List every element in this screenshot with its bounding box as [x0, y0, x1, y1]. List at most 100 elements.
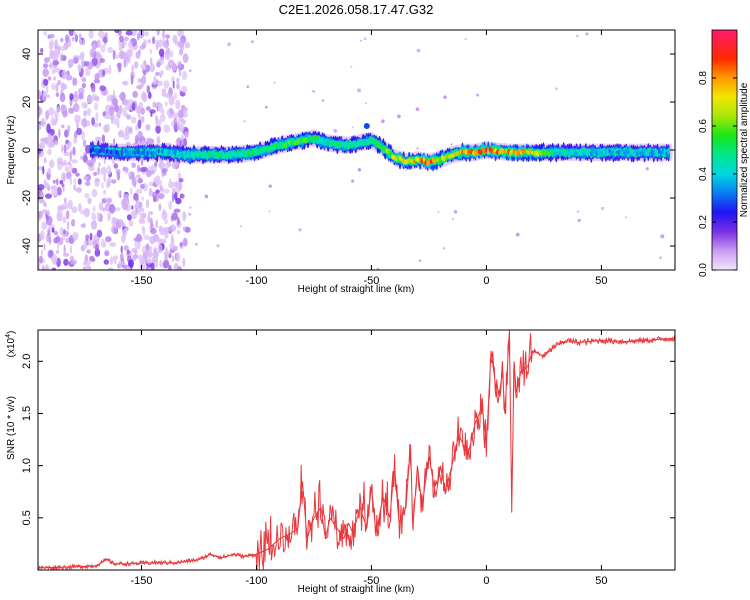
noise-speck [106, 197, 113, 204]
noise-speck [119, 35, 124, 43]
noise-speck [77, 178, 82, 185]
noise-speck [60, 82, 66, 91]
noise-speck [154, 161, 158, 168]
secondary-trace-point [381, 119, 385, 123]
noise-speck [117, 62, 122, 73]
noise-speck [194, 242, 199, 246]
noise-speck [91, 84, 96, 93]
noise-speck [48, 226, 51, 231]
x-tick-label: -50 [363, 275, 379, 287]
snr-plot-area [38, 330, 675, 570]
noise-speck [89, 232, 93, 241]
noise-speck [169, 242, 175, 250]
noise-speck [113, 227, 117, 234]
colorbar-tick-label: 0.8 [698, 71, 709, 85]
noise-speck [161, 173, 164, 178]
noise-speck [57, 79, 61, 86]
colorbar: 0.0 0.2 0.4 0.6 0.8 Normalized spectral ampl… [698, 29, 750, 277]
noise-speck [69, 93, 74, 101]
noise-speck [148, 91, 152, 99]
noise-speck [64, 197, 67, 205]
noise-speck [178, 178, 184, 183]
noise-speck [110, 256, 113, 265]
noise-speck [177, 172, 182, 180]
noise-speck [43, 243, 46, 251]
noise-speck [60, 37, 64, 43]
noise-speck [161, 30, 166, 39]
noise-speck [81, 59, 85, 70]
noise-speck [66, 221, 70, 231]
noise-speck [55, 92, 60, 98]
noise-speck [106, 94, 110, 103]
noise-speck [67, 125, 71, 133]
noise-speck [65, 210, 70, 220]
noise-speck [149, 48, 152, 55]
noise-speck [151, 170, 155, 175]
noise-speck [140, 207, 145, 213]
noise-speck [125, 30, 133, 36]
noise-speck [95, 111, 99, 122]
noise-speck [46, 209, 51, 217]
noise-speck [94, 102, 99, 111]
snr-x-ticks: -150 -100 -50 0 50 [130, 330, 608, 587]
noise-speck [45, 215, 53, 226]
ridge-cell [256, 151, 260, 155]
noise-speck [40, 230, 45, 241]
noise-speck [163, 40, 170, 49]
noise-speck [108, 64, 112, 75]
noise-speck [38, 261, 41, 270]
noise-speck [188, 212, 192, 216]
noise-speck [105, 236, 112, 243]
noise-speck [152, 101, 156, 108]
noise-speck [38, 210, 43, 219]
noise-speck [147, 39, 151, 44]
svg-text:(x104): (x104) [5, 331, 17, 358]
noise-speck [49, 39, 54, 49]
noise-speck [177, 30, 184, 37]
noise-speck [55, 249, 60, 254]
noise-speck [43, 179, 47, 189]
noise-speck [576, 210, 580, 213]
noise-speck [52, 60, 60, 66]
noise-speck [141, 226, 145, 231]
noise-speck [312, 89, 316, 93]
noise-speck [178, 62, 182, 71]
noise-speck [57, 205, 64, 212]
colorbar-tick-label: 0.0 [698, 263, 709, 277]
noise-speck [59, 92, 66, 103]
noise-speck [135, 124, 139, 132]
colorbar-tick-label: 0.4 [698, 167, 709, 181]
noise-speck [246, 85, 250, 89]
noise-speck [43, 157, 47, 164]
noise-speck [163, 226, 170, 235]
noise-speck [137, 112, 141, 119]
noise-speck [40, 137, 47, 143]
noise-speck [80, 155, 84, 160]
noise-speck [365, 102, 367, 104]
x-tick-label: 50 [595, 575, 607, 587]
noise-speck [49, 33, 55, 39]
noise-speck [93, 212, 96, 222]
noise-speck [39, 191, 45, 199]
noise-speck [160, 238, 167, 244]
ridge-cell [575, 151, 578, 156]
noise-speck [49, 128, 55, 136]
noise-speck [113, 163, 119, 169]
noise-speck [55, 82, 59, 93]
noise-speck [68, 60, 72, 69]
noise-speck [62, 172, 66, 183]
noise-speck [351, 126, 354, 129]
noise-speck [251, 40, 254, 43]
noise-speck [601, 206, 605, 211]
noise-speck [146, 85, 151, 94]
noise-speck [134, 239, 141, 250]
noise-speck [47, 167, 52, 175]
noise-speck [69, 175, 72, 186]
snr-y-label: SNR (10 * v/v) [6, 396, 17, 460]
noise-speck [135, 106, 141, 114]
noise-speck [126, 249, 130, 255]
noise-speck [58, 209, 63, 219]
noise-speck [58, 128, 61, 139]
noise-speck [91, 212, 94, 221]
noise-speck [51, 83, 56, 91]
